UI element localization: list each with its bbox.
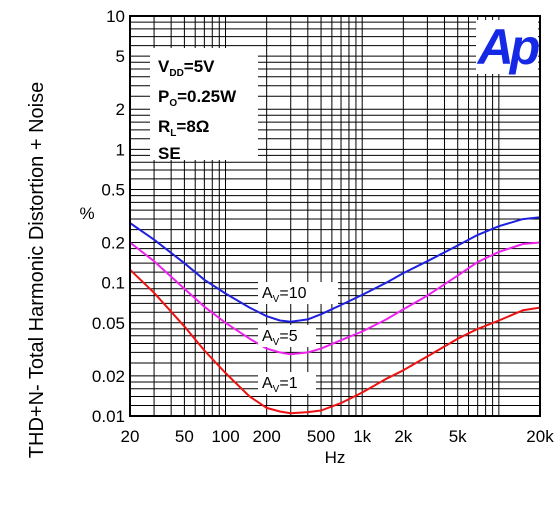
logo-text: Ap — [476, 19, 539, 75]
x-tick-label: 20k — [526, 427, 554, 446]
curve-label-av-10: AV=10 — [258, 282, 338, 305]
x-tick-label: 20 — [121, 427, 140, 446]
y-tick-label: 1 — [116, 140, 125, 159]
curve-label-av-5: AV=5 — [258, 325, 316, 348]
condition-text: PO=0.25W — [158, 87, 237, 109]
y-tick-label: 0.01 — [92, 407, 125, 426]
y-tick-label: 10 — [106, 7, 125, 26]
conditions-background — [150, 48, 258, 160]
y-tick-label: 0.2 — [101, 234, 125, 253]
curve-label-text: AV=5 — [262, 328, 298, 348]
y-tick-labels: 10 5 2 1 0.5 0.2 0.1 0.05 0.02 0.01 — [92, 7, 125, 426]
curve-label-background — [258, 282, 338, 304]
x-tick-label: 500 — [307, 427, 335, 446]
y-tick-label: 5 — [116, 47, 125, 66]
curve-label-text: AV=1 — [262, 375, 298, 395]
x-tick-label: 200 — [252, 427, 280, 446]
condition-text: SE — [158, 144, 181, 163]
y-axis-title: THD+N- Total Harmonic Distortion + Noise — [26, 82, 48, 458]
y-tick-label: 0.1 — [101, 274, 125, 293]
x-tick-labels: 20 50 100 200 500 1k 2k 5k 20k — [121, 427, 555, 446]
series-line-av-10 — [129, 216, 541, 323]
curve-label-background — [258, 325, 316, 347]
curve-label-background — [258, 372, 316, 394]
conditions-legend: VDD=5V PO=0.25W RL=8Ω SE — [150, 48, 258, 163]
series-line-av-1 — [129, 268, 541, 415]
y-tick-label: 0.02 — [92, 367, 125, 386]
series-curves — [129, 216, 541, 415]
x-tick-label: 2k — [394, 427, 412, 446]
x-axis-title: Hz — [325, 448, 346, 467]
condition-text: VDD=5V — [158, 57, 215, 79]
condition-text: RL=8Ω — [158, 117, 209, 139]
curve-label-av-1: AV=1 — [258, 372, 316, 395]
curve-labels: AV=10 AV=5 AV=1 — [258, 282, 338, 395]
y-tick-label: 2 — [116, 100, 125, 119]
y-unit-label: % — [79, 204, 94, 223]
curve-label-text: AV=10 — [262, 285, 307, 305]
x-tick-label: 50 — [175, 427, 194, 446]
y-tick-label: 0.05 — [92, 314, 125, 333]
logo-background — [476, 20, 538, 74]
y-tick-label: 0.5 — [101, 180, 125, 199]
x-tick-label: 100 — [211, 427, 239, 446]
x-tick-label: 1k — [353, 427, 371, 446]
ap-logo: Ap — [476, 19, 543, 75]
x-tick-label: 5k — [449, 427, 467, 446]
plot-frame — [129, 15, 541, 417]
series-line-av-5 — [129, 241, 541, 356]
